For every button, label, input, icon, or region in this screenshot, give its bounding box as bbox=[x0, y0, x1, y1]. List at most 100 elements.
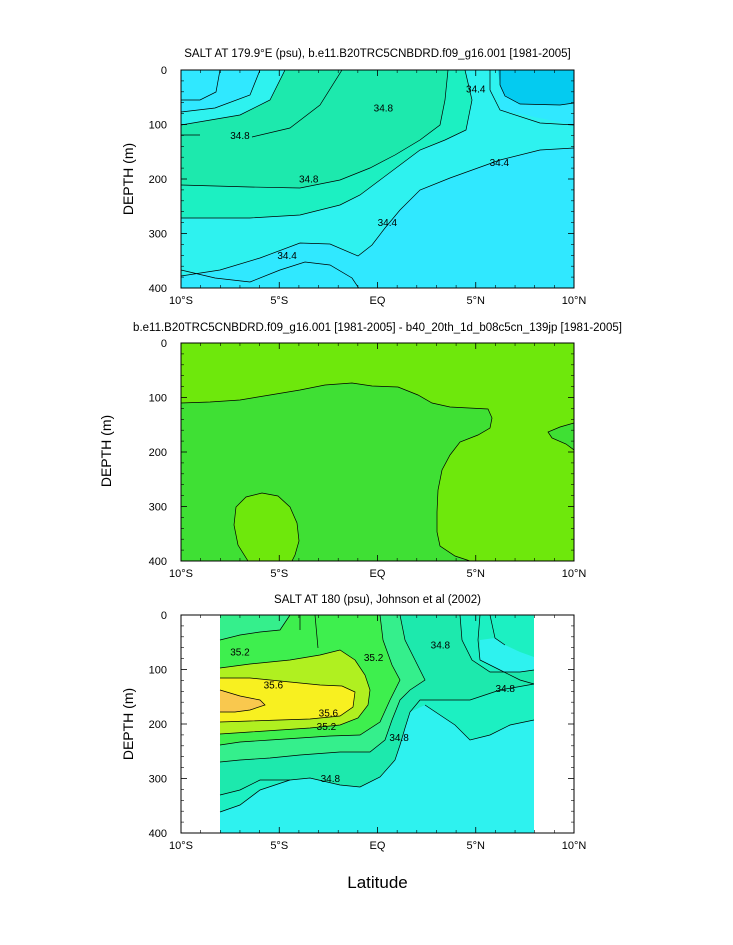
p1-ylabel: DEPTH (m) bbox=[120, 143, 136, 215]
p1-contour bbox=[251, 70, 343, 138]
p1-ytick-label: 0 bbox=[161, 65, 167, 77]
p2-xtick-label: 10°N bbox=[562, 568, 587, 580]
p1-contour-label: 34.4 bbox=[490, 158, 510, 169]
p1-contour bbox=[181, 70, 221, 101]
p1-contour bbox=[181, 261, 360, 288]
p3-contour-label: 34.8 bbox=[389, 733, 409, 744]
panel1-fill bbox=[181, 70, 574, 288]
p3-contour-label: 35.6 bbox=[264, 680, 284, 691]
p3-ytick-label: 200 bbox=[149, 719, 167, 731]
p3-contour bbox=[219, 689, 266, 713]
p3-contour-label: 34.8 bbox=[321, 774, 341, 785]
p2-contour-lines bbox=[181, 382, 574, 561]
p1-contour-label: 34.8 bbox=[299, 175, 319, 186]
p3-ytick-label: 0 bbox=[161, 610, 167, 622]
p1-ytick-label: 400 bbox=[149, 283, 167, 295]
p3-contour bbox=[219, 677, 356, 723]
p3-contour-label: 34.8 bbox=[495, 684, 515, 695]
p2-ytick-label: 0 bbox=[161, 338, 167, 350]
p3-ticks: 10°S 5°S EQ 5°N 10°N 0 100 200 300 400 bbox=[149, 610, 587, 852]
p3-contour bbox=[219, 649, 371, 735]
p3-xtick-label: EQ bbox=[370, 840, 386, 852]
p3-contour bbox=[219, 779, 291, 813]
p1-ytick-label: 300 bbox=[149, 229, 167, 241]
p1-contour-label: 34.8 bbox=[230, 131, 250, 142]
p1-contour-label: 34.4 bbox=[466, 85, 486, 96]
p3-contour bbox=[219, 683, 535, 796]
p3-xtick-label: 10°N bbox=[562, 840, 587, 852]
p1-ytick-label: 100 bbox=[149, 120, 167, 132]
p2-blob-low bbox=[233, 492, 300, 561]
p3-fill-gt-35-8 bbox=[220, 690, 265, 712]
p3-ytick-label: 100 bbox=[149, 665, 167, 677]
p3-contour bbox=[489, 615, 506, 646]
p1-fill-le-34-2-right bbox=[498, 70, 574, 105]
p1-fill-34-4-34-6-left bbox=[181, 70, 285, 125]
p3-contour-lines bbox=[219, 615, 535, 813]
p1-xtick-label: 10°S bbox=[169, 295, 193, 307]
p2-xtick-label: 5°S bbox=[270, 568, 288, 580]
p3-contour-label: 35.2 bbox=[230, 648, 250, 659]
p3-xtick-label: 10°S bbox=[169, 840, 193, 852]
p1-contour-label: 34.4 bbox=[378, 218, 398, 229]
p2-xtick-label: 5°N bbox=[467, 568, 486, 580]
p1-contour-labels: 34.8 34.8 34.8 34.4 34.4 34.4 34.4 bbox=[230, 85, 510, 262]
panel-model-difference: 10°S 5°S EQ 5°N 10°N 0 100 200 300 400 b.e11.B20T… bbox=[98, 322, 622, 580]
p2-contour bbox=[547, 422, 574, 451]
p3-contour bbox=[477, 615, 535, 685]
p1-contour-lines bbox=[181, 70, 574, 288]
p3-contour-label: 34.8 bbox=[431, 640, 451, 651]
p2-title: b.e11.B20TRC5CNBDRD.f09_g16.001 [1981-20… bbox=[133, 322, 622, 334]
p1-fill-34-2-34-4-left bbox=[181, 70, 260, 112]
p3-xtick-label: 5°N bbox=[467, 840, 486, 852]
p3-contour bbox=[424, 704, 535, 741]
p3-contour bbox=[314, 615, 319, 649]
p3-contour bbox=[459, 615, 535, 673]
p1-contour-label: 34.4 bbox=[277, 251, 297, 262]
panel3-fill bbox=[219, 615, 535, 833]
p1-contour bbox=[181, 70, 473, 219]
figure-xlabel: Latitude bbox=[347, 873, 408, 892]
p2-ylabel: DEPTH (m) bbox=[98, 415, 114, 487]
p3-contour-label: 35.6 bbox=[319, 709, 339, 720]
p3-title: SALT AT 180 (psu), Johnson et al (2002) bbox=[274, 594, 481, 606]
p1-contour bbox=[181, 147, 574, 277]
p1-xtick-label: 5°S bbox=[270, 295, 288, 307]
p2-xtick-label: 10°S bbox=[169, 568, 193, 580]
p1-xtick-label: 5°N bbox=[467, 295, 486, 307]
p3-contour-labels: 35.2 35.6 35.6 35.2 34.8 35.2 34.8 34.8 34.8 bbox=[230, 640, 515, 785]
p1-contour bbox=[181, 70, 286, 126]
p1-contour bbox=[181, 70, 449, 189]
p1-contour-label: 34.8 bbox=[374, 104, 394, 115]
p3-contour bbox=[219, 615, 401, 746]
p3-ylabel: DEPTH (m) bbox=[120, 688, 136, 760]
p3-contour bbox=[219, 615, 426, 763]
p2-xtick-label: EQ bbox=[370, 568, 386, 580]
p2-contour bbox=[181, 382, 493, 561]
p2-ytick-label: 100 bbox=[149, 393, 167, 405]
p3-xtick-label: 5°S bbox=[270, 840, 288, 852]
p1-xtick-label: 10°N bbox=[562, 295, 587, 307]
p1-ytick-label: 200 bbox=[149, 174, 167, 186]
p3-ytick-label: 400 bbox=[149, 828, 167, 840]
p1-contour bbox=[181, 70, 261, 113]
panel2-fill bbox=[181, 343, 574, 561]
p1-contour bbox=[499, 70, 574, 106]
p3-fill-35-6-35-8 bbox=[220, 678, 355, 722]
p3-contour-label: 35.2 bbox=[364, 653, 384, 664]
p2-ytick-label: 300 bbox=[149, 502, 167, 514]
p1-ticks: 10°S 5°S EQ 5°N 10°N 0 100 200 300 400 bbox=[149, 65, 587, 307]
p3-contour-label: 35.2 bbox=[317, 722, 337, 733]
p3-contour bbox=[219, 615, 291, 641]
p2-ytick-label: 200 bbox=[149, 447, 167, 459]
p3-ytick-label: 300 bbox=[149, 774, 167, 786]
p1-contour bbox=[489, 70, 574, 126]
p2-ytick-label: 400 bbox=[149, 556, 167, 568]
p1-xtick-label: EQ bbox=[370, 295, 386, 307]
p2-fill-inner-right bbox=[548, 423, 574, 450]
p2-ticks: 10°S 5°S EQ 5°N 10°N 0 100 200 300 400 bbox=[149, 338, 587, 580]
p1-title: SALT AT 179.9°E (psu), b.e11.B20TRC5CNBD… bbox=[184, 48, 570, 60]
